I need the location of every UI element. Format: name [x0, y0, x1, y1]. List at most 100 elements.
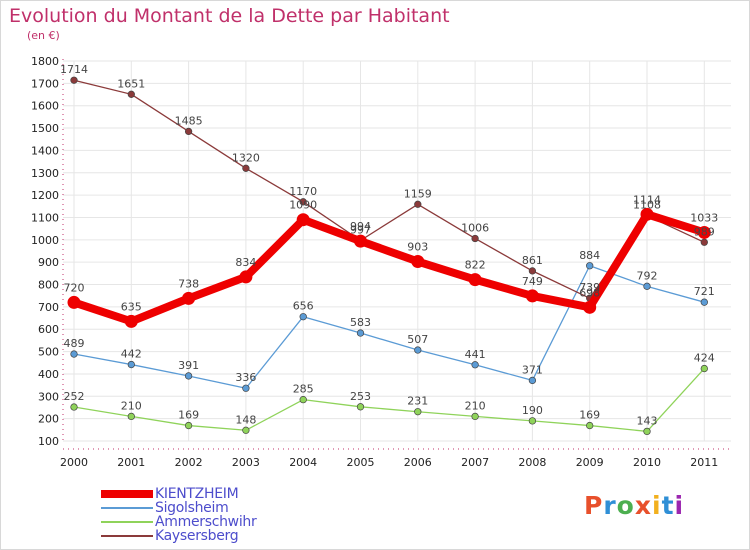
data-label-kaysersberg: 1108 — [633, 199, 661, 212]
data-label-kaysersberg: 1159 — [404, 187, 432, 200]
legend-label: Kaysersberg — [155, 528, 239, 544]
x-tick-label: 2008 — [518, 456, 546, 469]
data-point-sigolsheim — [471, 361, 479, 369]
logo-letter: i — [674, 491, 685, 520]
y-tick-label: 1000 — [31, 234, 59, 247]
data-label-kientzheim: 1090 — [289, 199, 317, 212]
data-point-ammerschwihr — [127, 412, 135, 421]
data-label-sigolsheim: 441 — [465, 348, 486, 361]
y-tick-label: 1800 — [31, 55, 59, 68]
data-point-sigolsheim — [184, 372, 193, 380]
data-label-kaysersberg: 1006 — [461, 221, 489, 234]
data-point-ammerschwihr — [70, 403, 78, 411]
y-tick-label: 800 — [38, 279, 59, 292]
y-tick-label: 300 — [38, 390, 59, 403]
data-point-kaysersberg — [414, 200, 422, 208]
data-point-ammerschwihr — [184, 421, 193, 430]
data-point-kientzheim — [296, 213, 310, 227]
legend-label: Sigolsheim — [155, 500, 229, 516]
x-tick-label: 2007 — [461, 456, 489, 469]
data-label-kaysersberg: 739 — [579, 281, 600, 294]
logo-letter: o — [616, 491, 635, 520]
legend-label: Ammerschwihr — [155, 514, 257, 530]
data-point-sigolsheim — [528, 376, 537, 385]
data-label-kientzheim: 1114 — [633, 193, 661, 206]
data-point-sigolsheim — [127, 360, 135, 369]
x-tick-label: 2009 — [576, 456, 604, 469]
data-point-kientzheim — [67, 295, 81, 309]
data-label-kientzheim: 749 — [522, 275, 543, 288]
x-tick-label: 2000 — [60, 456, 88, 469]
data-label-kaysersberg: 1714 — [60, 63, 88, 76]
legend-label: KIENTZHEIM — [155, 486, 239, 502]
data-label-ammerschwihr: 424 — [694, 352, 715, 365]
data-label-kientzheim: 822 — [465, 259, 486, 272]
y-tick-label: 1300 — [31, 167, 59, 180]
data-point-kaysersberg — [700, 238, 708, 246]
data-point-kientzheim — [468, 273, 482, 287]
y-tick-label: 500 — [38, 346, 59, 359]
data-point-ammerschwihr — [299, 395, 307, 404]
data-label-ammerschwihr: 210 — [465, 399, 486, 412]
data-point-kaysersberg — [299, 198, 307, 206]
logo-letter: x — [634, 491, 652, 520]
data-point-ammerschwihr — [414, 408, 422, 416]
x-tick-label: 2005 — [347, 456, 375, 469]
data-label-sigolsheim: 656 — [293, 300, 314, 313]
data-point-sigolsheim — [299, 313, 307, 321]
data-point-ammerschwihr — [471, 412, 479, 421]
data-point-kientzheim — [182, 291, 196, 305]
data-point-kientzheim — [583, 300, 597, 314]
y-tick-label: 900 — [38, 256, 59, 269]
data-label-sigolsheim: 442 — [121, 348, 142, 361]
data-label-sigolsheim: 583 — [350, 316, 371, 329]
data-label-ammerschwihr: 169 — [579, 409, 600, 422]
y-tick-label: 1600 — [31, 100, 59, 113]
data-point-sigolsheim — [700, 298, 708, 306]
y-tick-label: 1100 — [31, 211, 59, 224]
series-line-sigolsheim — [73, 265, 705, 389]
data-point-kientzheim — [525, 289, 539, 303]
data-label-kaysersberg: 1170 — [289, 185, 317, 198]
y-tick-label: 1200 — [31, 189, 59, 202]
x-tick-label: 2003 — [232, 456, 260, 469]
data-point-ammerschwihr — [586, 421, 594, 430]
x-tick-label: 2006 — [404, 456, 432, 469]
y-tick-label: 200 — [38, 413, 59, 426]
data-label-kientzheim: 834 — [235, 256, 256, 269]
x-tick-label: 2002 — [175, 456, 203, 469]
data-label-ammerschwihr: 253 — [350, 390, 371, 403]
data-label-kientzheim: 698 — [579, 286, 600, 299]
data-point-ammerschwihr — [356, 403, 365, 411]
legend-item-kientzheim: KIENTZHEIM — [101, 486, 361, 502]
data-point-ammerschwihr — [700, 364, 708, 373]
data-point-sigolsheim — [70, 350, 78, 358]
data-label-ammerschwihr: 231 — [407, 395, 428, 408]
data-label-ammerschwihr: 285 — [293, 383, 314, 396]
series-line-ammerschwihr — [73, 368, 705, 433]
data-label-sigolsheim: 489 — [64, 337, 85, 350]
legend-swatch — [101, 507, 153, 509]
legend-swatch — [101, 521, 153, 523]
data-point-kientzheim — [411, 255, 425, 269]
data-label-kientzheim: 738 — [178, 277, 199, 290]
chart-unit-label: (en €) — [27, 29, 60, 42]
series-line-kientzheim — [72, 210, 706, 326]
logo-letter: r — [603, 491, 617, 520]
data-point-sigolsheim — [414, 346, 422, 354]
data-point-kaysersberg — [127, 90, 135, 98]
chart-title: Evolution du Montant de la Dette par Hab… — [9, 5, 450, 27]
data-label-kaysersberg: 997 — [350, 223, 371, 236]
data-label-ammerschwihr: 190 — [522, 404, 543, 417]
data-label-sigolsheim: 721 — [694, 285, 715, 298]
data-label-kaysersberg: 861 — [522, 254, 543, 267]
data-point-kientzheim — [239, 270, 253, 284]
data-point-kaysersberg — [528, 267, 537, 275]
data-point-kientzheim — [124, 314, 138, 328]
y-tick-label: 1700 — [31, 77, 59, 90]
legend-item-sigolsheim: Sigolsheim — [101, 500, 361, 516]
data-point-ammerschwihr — [643, 427, 651, 436]
logo-letter: t — [661, 491, 675, 520]
data-label-sigolsheim: 792 — [637, 269, 658, 282]
